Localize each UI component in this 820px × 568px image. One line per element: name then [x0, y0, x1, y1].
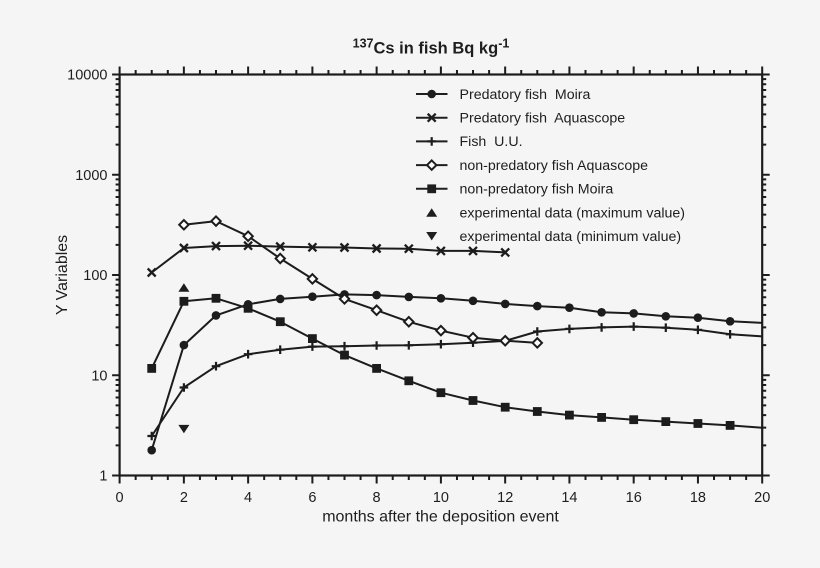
svg-text:10: 10 — [91, 368, 107, 384]
svg-text:Predatory fish Aquascope: Predatory fish Aquascope — [460, 111, 626, 127]
svg-text:14: 14 — [561, 490, 577, 506]
svg-text:4: 4 — [244, 490, 252, 506]
svg-text:2: 2 — [180, 490, 188, 506]
svg-text:10: 10 — [433, 490, 449, 506]
svg-text:Fish U.U.: Fish U.U. — [460, 134, 523, 150]
svg-text:12: 12 — [497, 490, 513, 506]
svg-text:0: 0 — [116, 490, 124, 506]
svg-text:10000: 10000 — [67, 68, 107, 84]
svg-text:100: 100 — [83, 268, 107, 284]
svg-text:-1: -1 — [498, 37, 509, 51]
svg-text:20: 20 — [754, 490, 770, 506]
svg-text:Cs in fish Bq kg: Cs in fish Bq kg — [374, 40, 499, 58]
svg-text:1: 1 — [99, 469, 107, 485]
svg-text:137: 137 — [353, 37, 374, 51]
svg-text:1000: 1000 — [75, 168, 107, 184]
svg-text:18: 18 — [690, 490, 706, 506]
svg-text:Predatory fish Moira: Predatory fish Moira — [460, 87, 591, 103]
svg-text:non-predatory fish Moira: non-predatory fish Moira — [460, 182, 614, 198]
svg-text:experimental data (minimum val: experimental data (minimum value) — [460, 229, 682, 245]
svg-text:Y Variables: Y Variables — [54, 235, 71, 315]
svg-text:16: 16 — [626, 490, 642, 506]
svg-text:experimental data (maximum val: experimental data (maximum value) — [460, 205, 686, 221]
svg-text:8: 8 — [373, 490, 381, 506]
svg-text:6: 6 — [308, 490, 316, 506]
svg-text:months after the deposition ev: months after the deposition event — [322, 508, 559, 525]
svg-text:non-predatory fish Aquascope: non-predatory fish Aquascope — [460, 158, 649, 174]
